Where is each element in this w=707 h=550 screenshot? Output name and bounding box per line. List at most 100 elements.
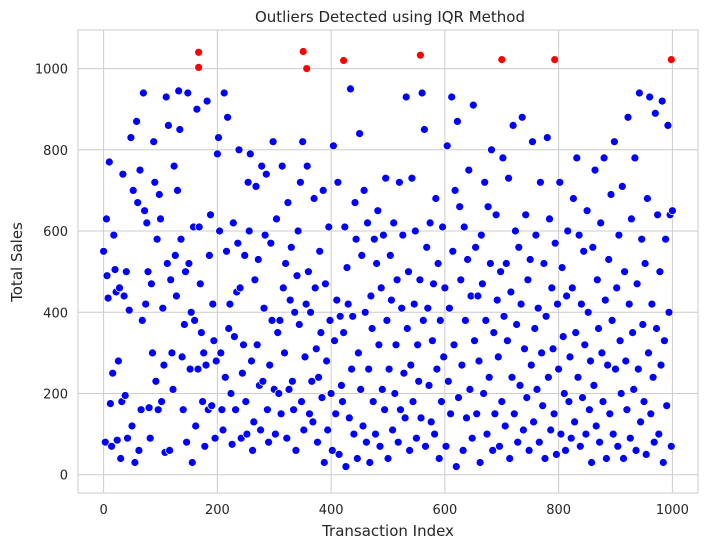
y-tick-label: 800 [43,144,68,159]
data-point [407,173,417,183]
data-point [247,356,256,366]
data-point [498,153,508,163]
data-point [522,393,532,403]
data-point [373,206,383,216]
data-point [290,307,300,317]
data-point [138,88,148,98]
data-point [332,295,342,305]
data-point [100,437,110,447]
data-point [184,259,194,268]
data-point [439,352,449,362]
data-point [419,125,429,134]
data-point [237,368,247,378]
x-axis-ticks: 0 200 400 600 800 1000 [99,503,688,518]
data-point [491,210,501,220]
data-point [107,441,116,451]
data-point [555,177,565,187]
data-point [211,356,221,366]
data-point [558,332,568,342]
data-point [289,405,299,415]
data-point [336,380,346,390]
data-point [377,384,387,394]
data-point [536,177,545,187]
data-point [440,283,450,293]
data-point [595,437,604,447]
data-point [253,255,263,264]
data-point [206,210,215,220]
data-point [645,92,655,102]
data-point [596,218,606,228]
data-point [479,389,489,398]
data-point [580,340,590,350]
data-point [133,198,143,208]
data-point [418,315,428,325]
data-point [441,441,451,451]
data-point [512,320,521,329]
data-point [324,222,334,232]
data-point [302,161,312,171]
data-point [586,356,595,366]
data-point [352,454,362,463]
y-axis-label: Total Sales [8,222,26,303]
data-point [388,425,398,435]
data-point [402,324,412,333]
data-point [516,299,526,309]
data-point [231,405,241,415]
data-point [570,417,579,427]
data-point [195,279,205,289]
data-point [376,283,386,293]
data-point [489,328,499,338]
data-point [413,340,423,350]
data-point [323,425,333,435]
data-point [632,279,642,289]
data-point [547,283,557,293]
data-point [224,324,234,333]
data-point [284,384,294,394]
data-point [650,108,660,118]
data-point [581,429,591,439]
data-points [99,47,677,472]
data-point [381,173,391,183]
data-point [514,242,524,252]
data-point [127,421,137,431]
data-point [454,393,463,403]
data-point [239,340,248,350]
data-point [427,336,437,346]
data-point [355,129,365,139]
data-point [421,441,430,451]
data-point [200,441,210,451]
data-point [455,202,465,212]
data-point [519,425,528,435]
data-point [484,372,494,382]
data-point [615,336,625,346]
data-point [501,259,511,268]
data-point [194,222,204,232]
data-point [400,413,410,423]
data-point [532,384,542,394]
data-point [368,397,378,407]
data-point [540,454,550,463]
data-point [320,279,330,289]
data-point [511,226,520,236]
x-tick-label: 200 [205,503,230,518]
data-point [462,413,471,423]
data-point [460,315,470,325]
data-point [467,433,477,443]
data-point [617,181,627,191]
data-point [575,441,585,451]
data-point [126,133,136,143]
data-point [335,311,345,321]
data-point [597,348,607,358]
data-point [425,218,435,228]
data-point [520,344,529,354]
data-point [393,437,403,447]
data-point [622,405,632,415]
outlier-point [666,55,676,64]
data-point [258,376,268,386]
data-point [640,259,650,268]
data-point [319,458,329,467]
data-point [108,368,118,378]
data-point [201,360,211,370]
data-point [171,291,181,301]
data-point [589,380,599,390]
